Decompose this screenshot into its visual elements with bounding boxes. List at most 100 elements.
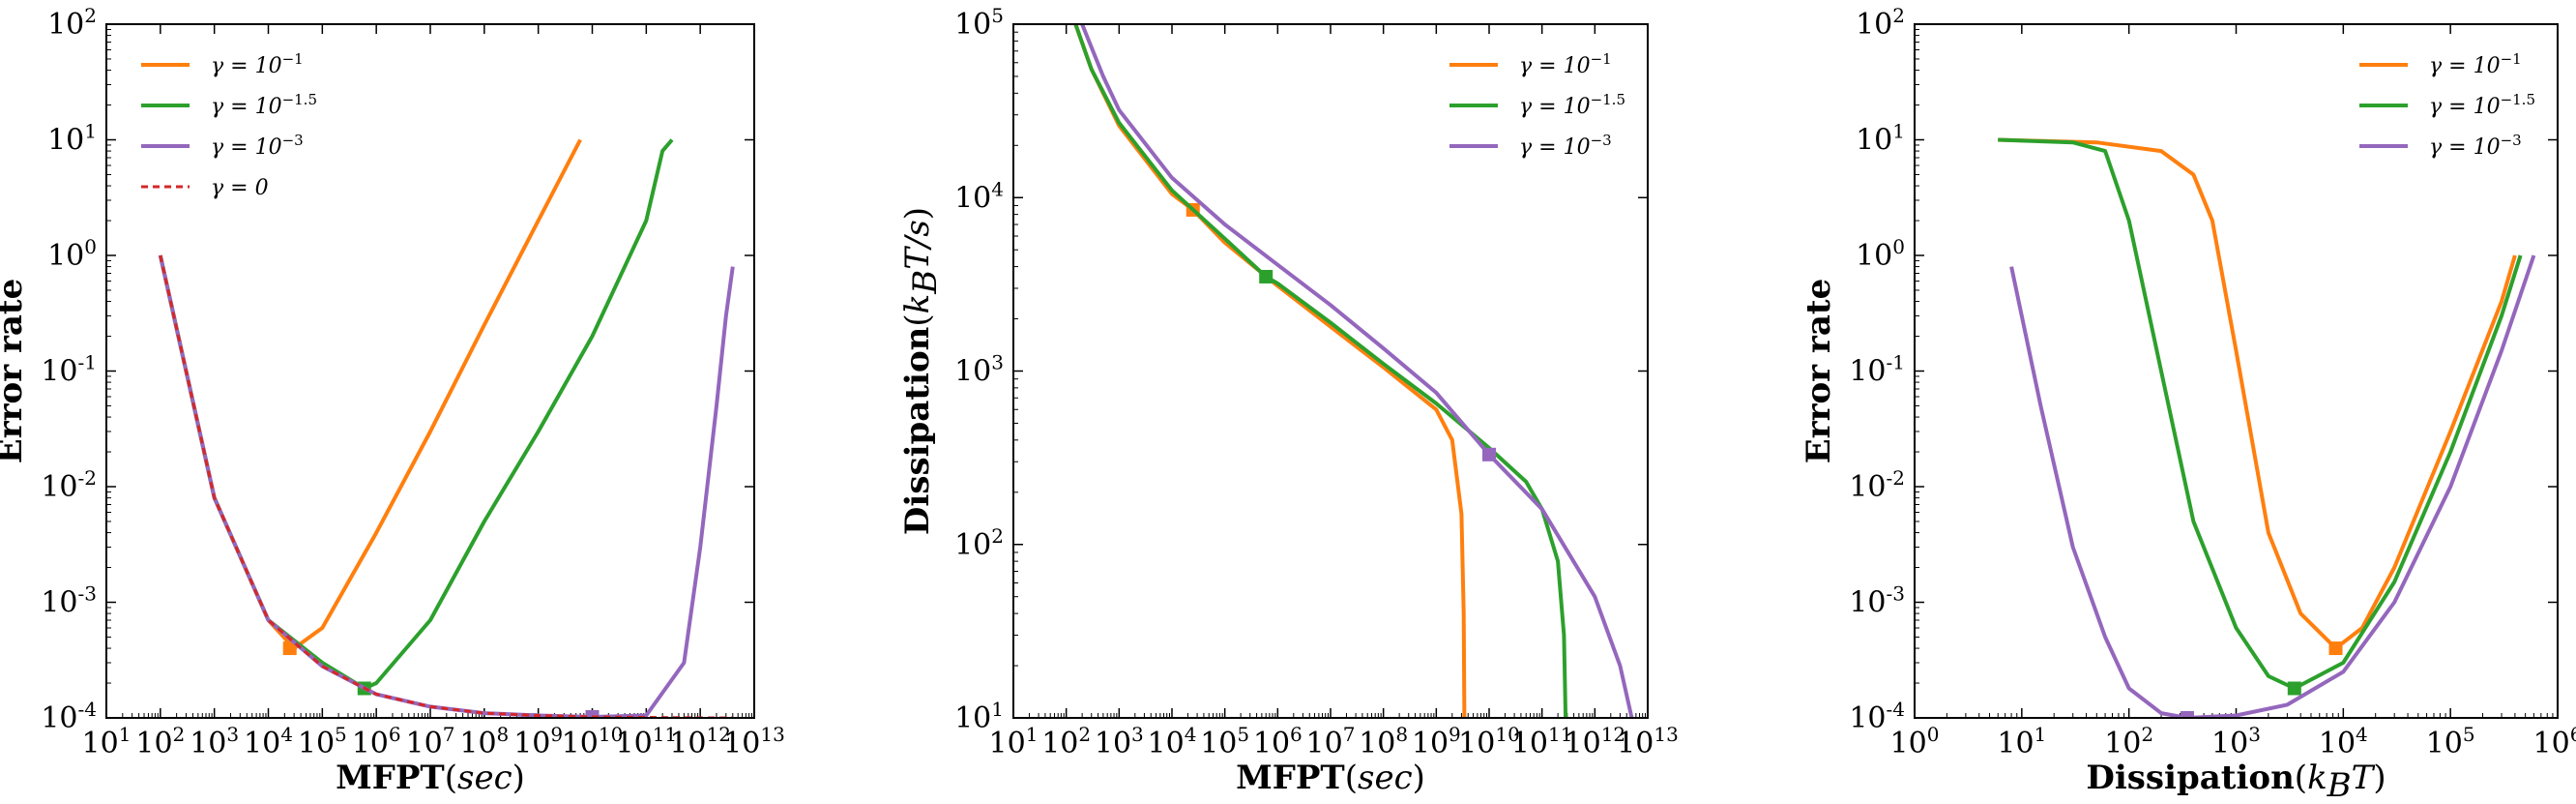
tick-base: 10 [1565,727,1601,760]
y-axis-paren-open: ( [898,313,937,326]
x-axis-paren-open: ( [2295,759,2307,797]
y-axis-label: Error rate [1800,279,1838,463]
legend-label-exponent: −1 [282,50,304,68]
legend-label-2: γ = 10−1.5 [2429,91,2535,119]
tick-exponent: 1 [991,698,1004,721]
tick-base: 10 [954,528,991,562]
x-tick-label: 107 [1306,723,1356,760]
tick-base: 10 [954,701,991,735]
series-line-2 [1073,24,1568,718]
tick-exponent: 3 [2248,723,2261,746]
x-tick-label: 103 [2211,723,2261,760]
y-tick-label: 10-3 [1849,582,1905,620]
tick-exponent: 5 [1237,723,1249,746]
tick-base: 10 [1856,124,1892,158]
x-axis-paren-close: ) [1413,759,1425,797]
y-tick-label: 102 [1856,4,1905,42]
tick-base: 10 [1412,727,1449,760]
series-marker-3 [1482,447,1496,462]
y-axis-unit-sub: B [906,270,945,295]
tick-base: 10 [298,727,335,760]
tick-base: 10 [47,239,84,273]
y-axis-label-main: Error rate [1800,279,1838,463]
x-tick-label: 101 [82,723,132,760]
tick-base: 10 [1200,727,1237,760]
tick-exponent: -2 [1887,466,1905,490]
tick-base: 10 [1856,8,1892,42]
legend-label-text: γ = 0 [211,176,269,200]
tick-base: 10 [1849,586,1886,620]
tick-exponent: 5 [2463,723,2475,746]
x-axis-label: MFPT(sec) [1236,759,1425,797]
tick-base: 10 [1849,701,1886,735]
tick-exponent: 2 [84,4,97,27]
x-tick-label: 109 [1412,723,1461,760]
tick-exponent: 1 [119,723,132,746]
series-marker-1 [2328,641,2343,656]
x-tick-label: 105 [1200,723,1249,760]
y-tick-label: 10-1 [41,351,97,389]
legend-label-1: γ = 10−1 [1519,50,1612,78]
y-tick-label: 100 [1856,235,1905,273]
legend-label-exponent: −3 [1591,132,1612,149]
tick-exponent: 2 [173,723,186,746]
tick-base: 10 [41,586,77,620]
x-tick-label: 102 [1041,723,1091,760]
y-axis-paren-close: ) [898,207,937,220]
tick-base: 10 [954,355,991,389]
plot-frame [1914,23,2559,719]
y-tick-label: 10-2 [1849,466,1905,504]
tick-base: 10 [244,727,280,760]
tick-exponent: 6 [2570,723,2576,746]
tick-base: 10 [352,727,389,760]
tick-exponent: 9 [550,723,563,746]
x-tick-label: 103 [1095,723,1144,760]
tick-base: 10 [2533,727,2570,760]
legend-label-text: γ = 10 [2429,95,2501,119]
legend-label-text: γ = 10 [2429,54,2501,78]
tick-base: 10 [41,470,77,504]
tick-base: 10 [616,727,653,760]
x-tick-label: 109 [513,723,563,760]
series-group [1998,137,2536,718]
tick-exponent: -3 [78,582,97,606]
x-tick-label: 102 [135,723,185,760]
y-tick-label: 103 [954,351,1004,389]
chart-panel-2: 101 102 103 104 105 106 107 108 1091010101110121… [898,4,1679,797]
x-tick-label: 103 [190,723,239,760]
legend-label-text: γ = 10 [211,95,282,119]
x-tick-label: 1011 [1511,723,1573,760]
series-line-1 [158,138,582,651]
y-axis-label-main: Dissipation [898,327,937,535]
tick-exponent: 12 [1601,723,1625,746]
x-tick-label: 105 [298,723,347,760]
y-tick-label: 105 [954,4,1004,42]
x-tick-label: 106 [352,723,401,760]
tick-base: 10 [47,8,84,42]
chart-panel-1: 101 102 103 104 105 106 107 108 1091010101110121… [0,4,785,797]
x-tick-label: 106 [2533,723,2576,760]
legend-label-exponent: −1.5 [2501,91,2535,108]
y-tick-label: 101 [47,120,97,158]
tick-exponent: 0 [84,235,97,258]
tick-base: 10 [2319,727,2356,760]
y-tick-label: 102 [47,4,97,42]
plot-frame [1012,23,1649,719]
y-axis-label: Dissipation(kBT/s) [898,207,945,535]
x-axis-unit-t: T [2352,759,2376,797]
legend-label-3: γ = 10−3 [211,132,304,160]
tick-exponent: 7 [1343,723,1356,746]
series-line-4 [159,254,733,718]
x-axis-paren-close: ) [512,759,525,797]
tick-base: 10 [1306,727,1343,760]
x-tick-label: 100 [1890,723,1940,760]
x-tick-label: 106 [1253,723,1303,760]
tick-exponent: 1 [1892,120,1905,143]
legend-label-exponent: −3 [2501,132,2522,149]
legend-label-exponent: −1 [2501,50,2522,68]
tick-exponent: 1 [2034,723,2047,746]
tick-exponent: -1 [78,351,97,374]
x-axis-paren-close: ) [2373,759,2386,797]
series-line-3 [2009,254,2536,718]
tick-exponent: 5 [991,4,1004,27]
